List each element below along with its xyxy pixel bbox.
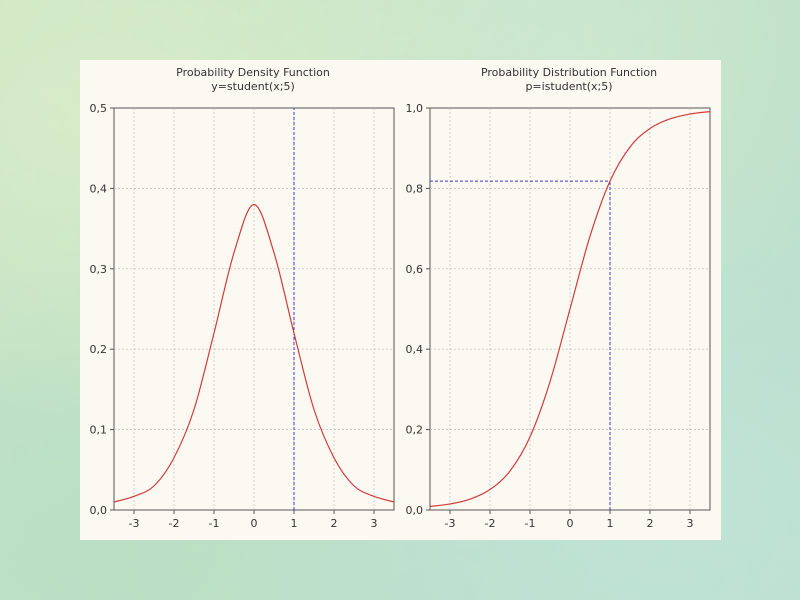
chart-panel: Probability Density Function y=student(x… [80, 60, 721, 540]
y-tick-label: 0,6 [406, 263, 424, 276]
x-tick-label: -3 [445, 517, 456, 530]
y-tick-label: 0,2 [406, 424, 424, 437]
cdf-chart: Probability Distribution Function p=istu… [406, 66, 711, 530]
y-tick-label: 0,5 [90, 102, 108, 115]
pdf-chart-subtitle: y=student(x;5) [211, 80, 295, 93]
series-line [113, 203, 395, 503]
x-tick-label: 3 [687, 517, 694, 530]
x-tick-label: 2 [331, 517, 338, 530]
y-tick-label: 0,0 [406, 504, 424, 517]
x-tick-label: 1 [291, 517, 298, 530]
y-tick-label: 0,0 [90, 504, 108, 517]
x-tick-label: -1 [525, 517, 536, 530]
pdf-chart-title: Probability Density Function [176, 66, 330, 79]
pdf-plot-area: -3 -2 -1 0 1 2 3 0,0 0,1 0,2 0,3 0,4 0,5 [90, 102, 395, 530]
y-tick-label: 1,0 [406, 102, 424, 115]
series-line [429, 111, 711, 507]
y-tick-label: 0,4 [406, 343, 424, 356]
x-tick-label: 3 [371, 517, 378, 530]
cdf-plot-area: -3 -2 -1 0 1 2 3 0,0 0,2 0,4 0,6 0,8 1,0 [406, 102, 711, 530]
cdf-chart-title: Probability Distribution Function [481, 66, 657, 79]
y-tick-label: 0,8 [406, 182, 424, 195]
pdf-chart: Probability Density Function y=student(x… [90, 66, 395, 530]
y-tick-label: 0,4 [90, 182, 108, 195]
x-tick-label: -3 [129, 517, 140, 530]
x-tick-label: -2 [169, 517, 180, 530]
y-tick-label: 0,3 [90, 263, 108, 276]
y-tick-label: 0,1 [90, 424, 108, 437]
x-tick-label: -2 [485, 517, 496, 530]
x-tick-label: 1 [607, 517, 614, 530]
x-tick-label: 0 [567, 517, 574, 530]
x-tick-label: 0 [251, 517, 258, 530]
x-tick-label: 2 [647, 517, 654, 530]
charts-svg: Probability Density Function y=student(x… [90, 66, 711, 530]
x-tick-label: -1 [209, 517, 220, 530]
cdf-chart-subtitle: p=istudent(x;5) [525, 80, 612, 93]
y-tick-label: 0,2 [90, 343, 108, 356]
